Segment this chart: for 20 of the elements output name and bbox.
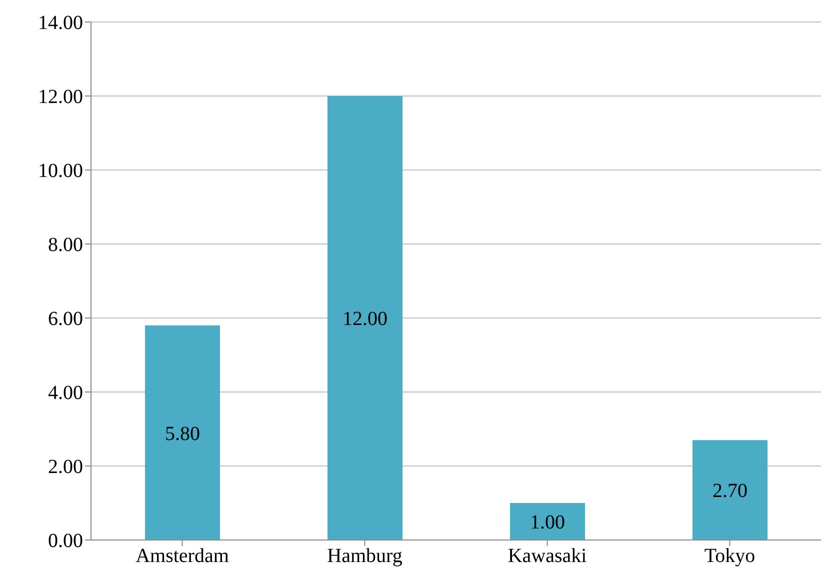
y-tick-label: 10.00 — [38, 160, 83, 182]
data-label: 2.70 — [712, 480, 748, 502]
bar — [328, 96, 402, 540]
y-tick-label: 12.00 — [38, 86, 83, 108]
y-tick-label: 6.00 — [48, 308, 83, 330]
y-tick-label: 14.00 — [38, 12, 83, 34]
y-tick-label: 4.00 — [48, 382, 83, 404]
data-label: 1.00 — [530, 512, 565, 534]
y-tick-label: 0.00 — [48, 530, 83, 552]
y-tick-label: 2.00 — [48, 456, 83, 478]
x-tick-label: Tokyo — [704, 545, 756, 568]
bar — [510, 503, 585, 540]
x-tick-label: Amsterdam — [136, 545, 230, 568]
bar — [145, 325, 220, 540]
x-tick-label: Hamburg — [327, 545, 402, 568]
data-label: 5.80 — [165, 422, 200, 445]
x-tick-label: Kawasaki — [508, 545, 588, 568]
y-tick-label: 8.00 — [48, 234, 83, 256]
data-label: 12.00 — [342, 308, 388, 330]
bar — [692, 440, 768, 540]
